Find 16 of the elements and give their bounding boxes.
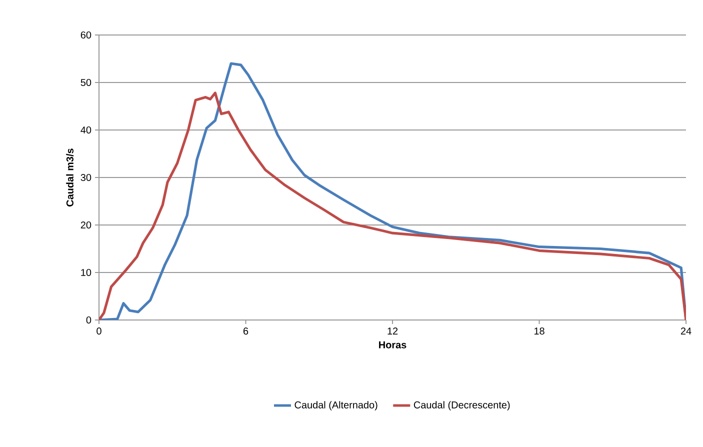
x-tick-label: 18 <box>534 328 544 335</box>
x-tick-label: 12 <box>388 328 398 334</box>
y-tick-label: 40 <box>80 126 92 134</box>
y-tick-label: 60 <box>80 31 92 39</box>
x-tick-label: 24 <box>680 328 692 334</box>
y-tick-label: 0 <box>86 316 92 324</box>
y-tick-label: 10 <box>81 268 92 276</box>
x-tick-label: 0 <box>96 328 102 335</box>
y-tick-label: 30 <box>80 174 92 182</box>
y-tick-label: 50 <box>80 78 92 86</box>
legend-label: Caudal (Alternado) <box>294 401 378 410</box>
legend-label: Caudal (Decrescente) <box>414 401 510 410</box>
y-tick-label: 20 <box>80 221 92 229</box>
x-axis-title: Horas <box>379 341 406 348</box>
x-tick-label: 6 <box>243 328 248 335</box>
y-axis-title: Caudal m3/s <box>66 148 74 206</box>
